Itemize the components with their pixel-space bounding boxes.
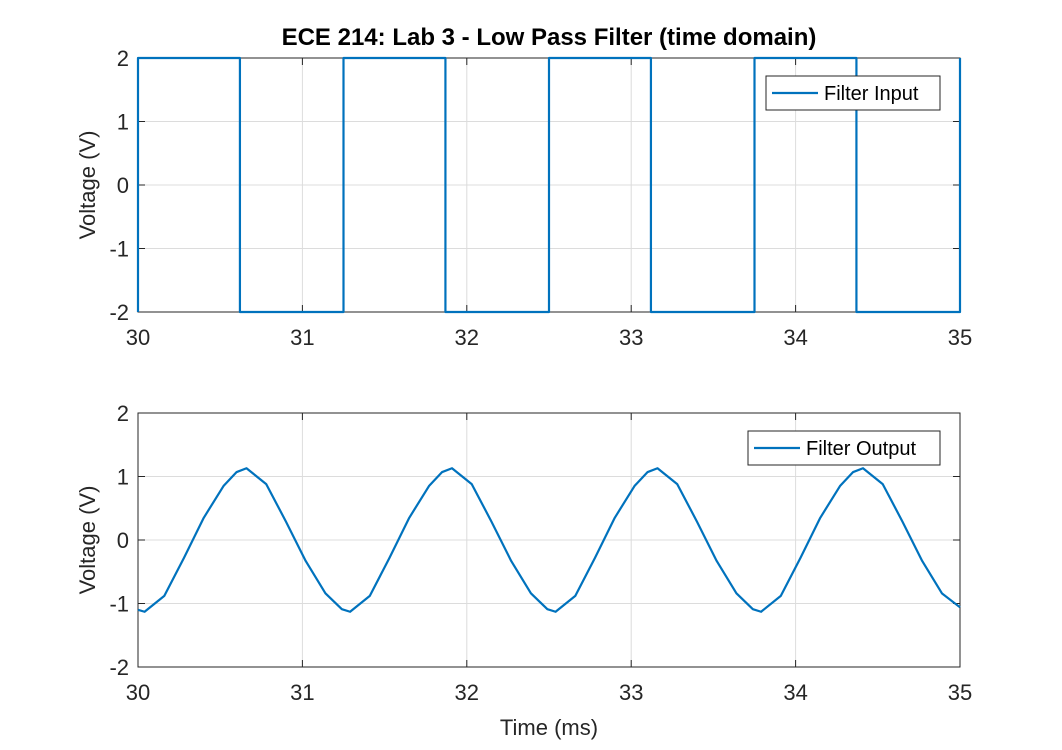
y-tick-label: 1 — [117, 110, 129, 135]
y-tick-label: 2 — [117, 401, 129, 426]
x-axis-label: Time (ms) — [500, 715, 598, 740]
x-tick-label: 32 — [455, 680, 479, 705]
legend: Filter Input — [765, 75, 941, 111]
y-tick-label: 1 — [117, 465, 129, 490]
series-line-filter-output — [137, 467, 961, 613]
legend-label: Filter Output — [806, 438, 916, 460]
axes-layer: 30 31 32 33 34 35 -2 -1 0 1 2 Voltage (V) Filter Inp… — [75, 46, 972, 740]
y-tick-label: 2 — [117, 46, 129, 71]
subplot-1: 30 31 32 33 34 35 -2 -1 0 1 2 Voltage (V) Filter Inp… — [75, 46, 972, 350]
y-tick-label: -2 — [109, 655, 129, 680]
x-tick-label: 35 — [948, 680, 972, 705]
x-tick-label: 31 — [290, 680, 314, 705]
y-tick-label: -1 — [109, 237, 129, 262]
x-tick-label: 33 — [619, 680, 643, 705]
legend: Filter Output — [747, 430, 941, 466]
legend-label: Filter Input — [824, 83, 919, 105]
x-tick-label: 31 — [290, 325, 314, 350]
y-tick-label: -2 — [109, 300, 129, 325]
y-axis-label: Voltage (V) — [75, 131, 100, 240]
y-tick-label: 0 — [117, 173, 129, 198]
x-tick-label: 34 — [783, 680, 807, 705]
y-axis-label: Voltage (V) — [75, 486, 100, 595]
x-tick-label: 35 — [948, 325, 972, 350]
figure-title: ECE 214: Lab 3 - Low Pass Filter (time d… — [282, 24, 817, 51]
x-tick-label: 30 — [126, 680, 150, 705]
y-tick-label: -1 — [109, 592, 129, 617]
y-tick-label: 0 — [117, 528, 129, 553]
x-tick-label: 33 — [619, 325, 643, 350]
x-tick-label: 34 — [783, 325, 807, 350]
x-tick-label: 30 — [126, 325, 150, 350]
axes-frame — [137, 412, 961, 668]
x-tick-label: 32 — [455, 325, 479, 350]
subplot-2: 30 31 32 33 34 35 -2 -1 0 1 2 Voltage (V) Time (ms) F… — [75, 401, 972, 740]
